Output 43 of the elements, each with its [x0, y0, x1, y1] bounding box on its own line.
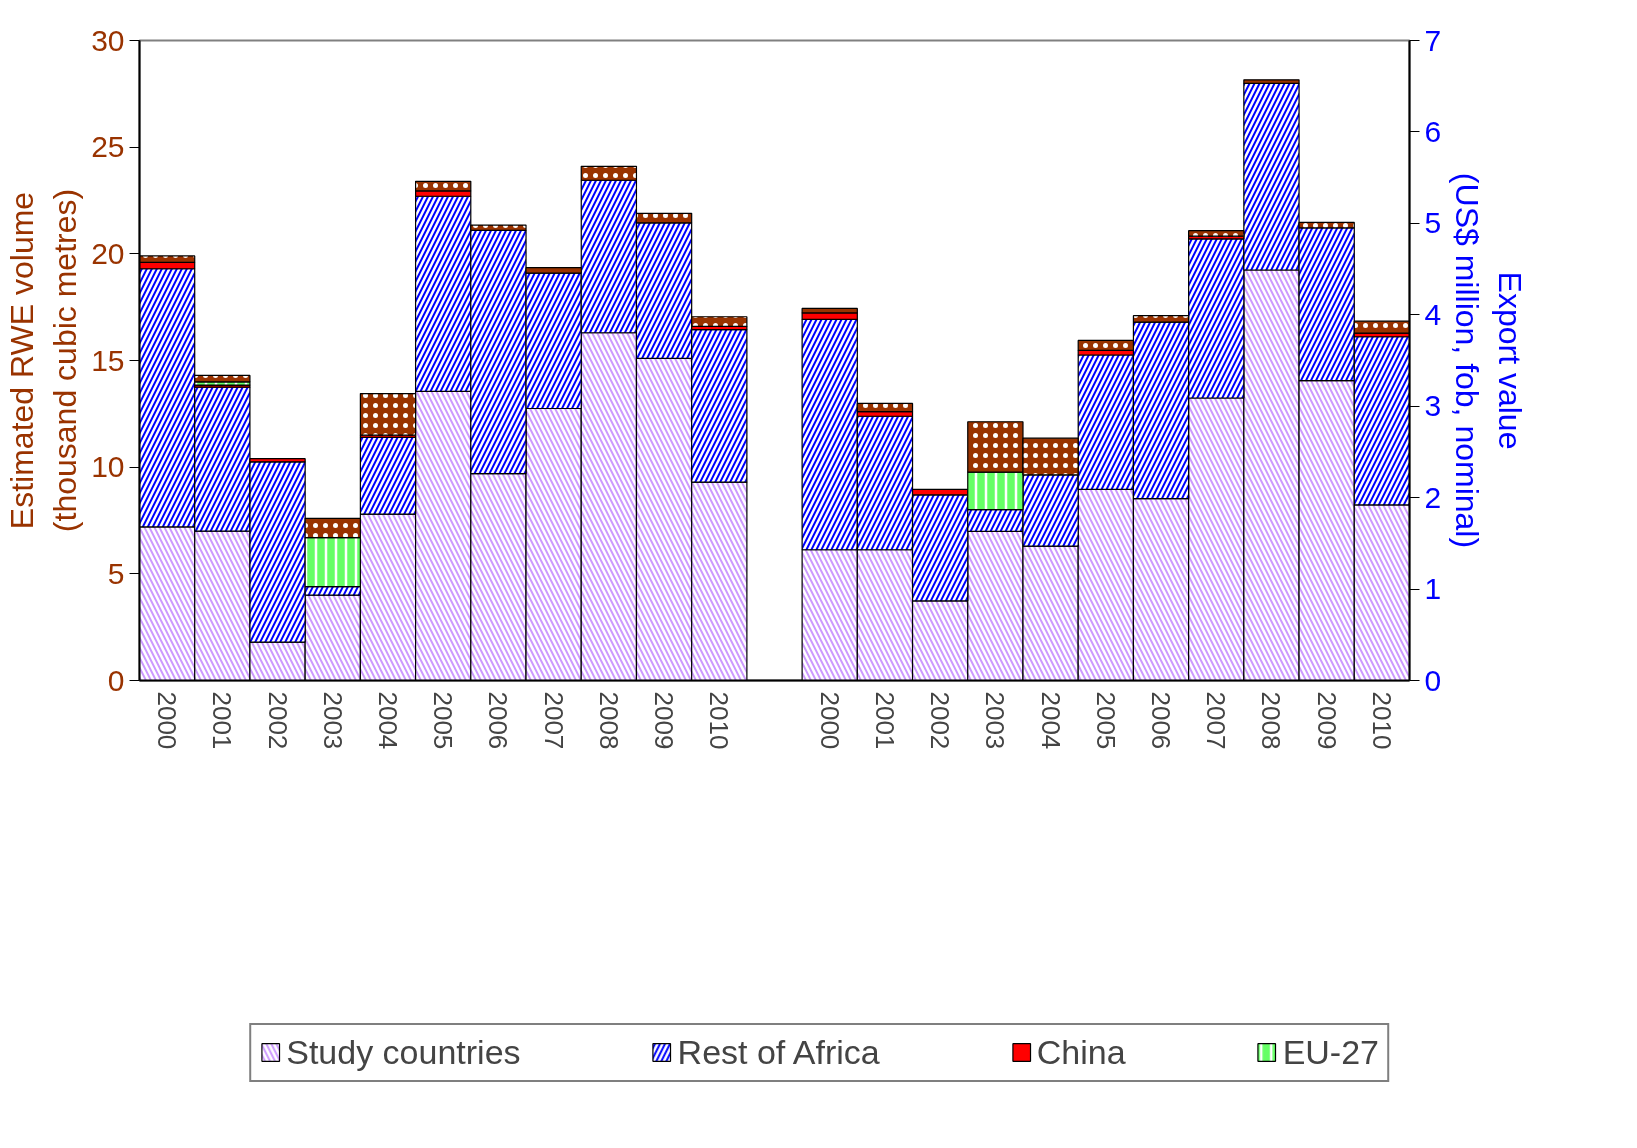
y2-tick-label: 4 — [1424, 297, 1442, 331]
y-axis-title: Estimated RWE volume (thousand cubic metres) — [3, 188, 84, 533]
x-tick-label: 2004 — [1035, 691, 1066, 750]
y-tick-label: 0 — [107, 663, 125, 697]
x-tick-label: 2000 — [814, 691, 845, 750]
x-tick-label: 2003 — [317, 691, 348, 750]
y-tick-label: 20 — [91, 236, 125, 270]
x-tick-label: 2008 — [1256, 691, 1287, 750]
y2-tick-label: 6 — [1424, 114, 1442, 148]
y-tick-label: 15 — [91, 343, 125, 377]
y-tick-label: 10 — [91, 450, 125, 484]
y-tick-label: 25 — [91, 130, 125, 164]
x-tick-label: 2010 — [1366, 691, 1397, 750]
x-tick-label: 2005 — [1090, 691, 1121, 750]
x-tick-label: 2007 — [538, 691, 569, 750]
y2-tick-label: 7 — [1424, 23, 1442, 57]
y2-axis-title: Export value (US$ million, fob, nominal) — [1449, 172, 1529, 549]
x-tick-label: 2002 — [925, 691, 956, 750]
x-tick-label: 2005 — [428, 691, 459, 750]
x-tick-label: 2000 — [152, 691, 183, 750]
y2-tick-label: 1 — [1424, 572, 1442, 606]
x-tick-label: 2001 — [869, 691, 900, 750]
x-tick-label: 2006 — [483, 691, 514, 750]
legend-label: Rest of Africa — [677, 1032, 880, 1072]
x-tick-label: 2006 — [1146, 691, 1177, 750]
x-tick-label: 2001 — [207, 691, 238, 750]
x-tick-label: 2008 — [593, 691, 624, 750]
y2-tick-label: 5 — [1424, 206, 1442, 240]
x-tick-label: 2009 — [1311, 691, 1342, 750]
legend-label: Study countries — [286, 1032, 521, 1072]
y2-tick-label: 2 — [1424, 480, 1442, 514]
x-tick-label: 2009 — [649, 691, 680, 750]
y-tick-label: 5 — [107, 556, 125, 590]
x-tick-label: 2010 — [704, 691, 735, 750]
x-tick-label: 2004 — [372, 691, 403, 750]
x-tick-label: 2003 — [980, 691, 1011, 750]
y2-tick-label: 3 — [1424, 389, 1442, 423]
y2-tick-label: 0 — [1424, 663, 1442, 697]
x-tick-label: 2002 — [262, 691, 293, 750]
y-tick-label: 30 — [91, 23, 125, 57]
x-tick-label: 2007 — [1201, 691, 1232, 750]
legend-label: EU-27 — [1282, 1032, 1379, 1072]
legend-label: China — [1036, 1032, 1126, 1072]
